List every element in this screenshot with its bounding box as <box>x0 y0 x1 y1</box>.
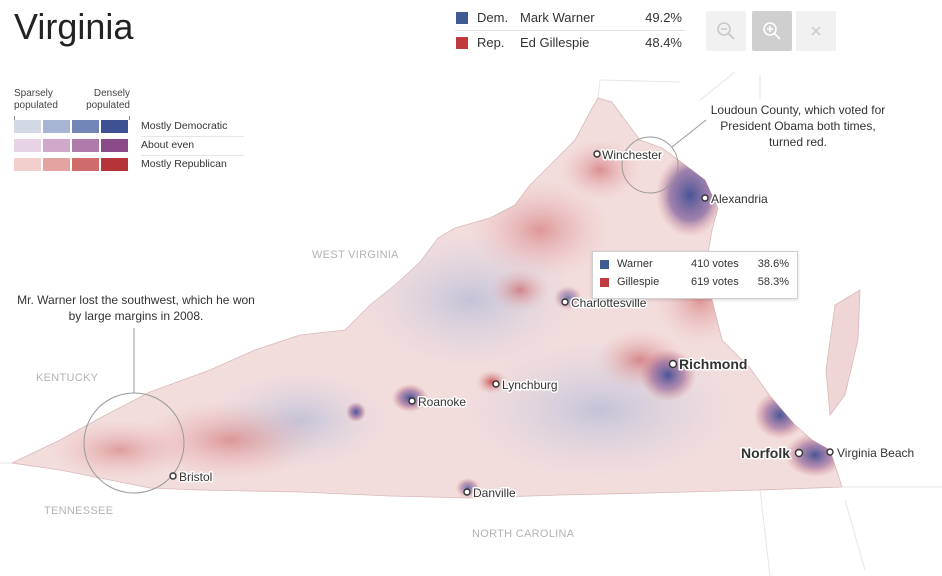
legend-cell <box>101 139 128 152</box>
legend-label: Mostly Republican <box>141 158 227 170</box>
legend-header: Sparsely populated Densely populated <box>14 88 130 120</box>
tooltip-swatch <box>600 278 609 287</box>
precinct-tooltip: Warner 410 votes 38.6% Gillespie 619 vot… <box>592 251 798 299</box>
virginia-precinct-map[interactable]: WEST VIRGINIA KENTUCKY TENNESSEE NORTH C… <box>0 60 942 576</box>
close-icon <box>811 26 821 36</box>
legend-dense-label: Densely populated <box>86 88 130 111</box>
party-label: Rep. <box>477 35 505 50</box>
tooltip-votes: 410 votes <box>691 258 739 270</box>
city-label-richmond: Richmond <box>679 356 747 372</box>
zoom-in-icon <box>763 22 781 40</box>
tooltip-votes: 619 votes <box>691 276 739 288</box>
legend-cell <box>72 120 99 133</box>
legend-cell <box>14 139 41 152</box>
city-label-roanoke: Roanoke <box>418 395 466 409</box>
zoom-in-button[interactable] <box>752 11 792 51</box>
tooltip-swatch <box>600 260 609 269</box>
zoom-out-icon <box>717 22 735 40</box>
legend-label: Mostly Democratic <box>141 120 228 132</box>
party-label: Dem. <box>477 10 509 25</box>
dem-color-swatch <box>456 12 468 24</box>
state-label-kentucky: KENTUCKY <box>36 372 99 384</box>
legend-row-democratic: Mostly Democratic <box>14 118 244 137</box>
state-label-west-virginia: WEST VIRGINIA <box>312 249 399 261</box>
legend-cell <box>72 139 99 152</box>
city-label-winchester: Winchester <box>602 148 662 162</box>
state-label-north-carolina: NORTH CAROLINA <box>472 528 575 540</box>
eastern-shore-shape <box>825 289 861 417</box>
legend-cell <box>43 139 70 152</box>
rep-color-swatch <box>456 37 468 49</box>
city-label-norfolk: Norfolk <box>741 445 790 461</box>
loudoun-leader-line <box>671 119 707 148</box>
legend-cell <box>72 158 99 171</box>
legend-row-even: About even <box>14 137 244 156</box>
candidate-percent: 49.2% <box>645 10 682 25</box>
tooltip-row-warner: Warner 410 votes 38.6% <box>593 256 797 274</box>
city-markers <box>169 150 834 496</box>
city-label-bristol: Bristol <box>179 470 212 484</box>
candidate-name: Ed Gillespie <box>520 35 590 50</box>
results-table: Dem. Mark Warner 49.2% Rep. Ed Gillespie… <box>455 6 685 55</box>
city-label-virginia-beach: Virginia Beach <box>837 446 914 460</box>
loudoun-highlight-circle <box>621 136 679 194</box>
map-legend: Sparsely populated Densely populated Mos… <box>14 88 244 175</box>
legend-cell <box>14 158 41 171</box>
state-label-tennessee: TENNESSEE <box>44 505 113 517</box>
legend-cell <box>43 120 70 133</box>
legend-label: About even <box>141 139 195 151</box>
close-button[interactable] <box>796 11 836 51</box>
legend-cell <box>43 158 70 171</box>
legend-cell <box>101 120 128 133</box>
page-title: Virginia <box>14 6 134 47</box>
zoom-out-button[interactable] <box>706 11 746 51</box>
result-row-rep: Rep. Ed Gillespie 48.4% <box>455 31 685 55</box>
tooltip-percent: 38.6% <box>757 258 789 270</box>
state-borders <box>0 71 942 576</box>
tooltip-row-gillespie: Gillespie 619 votes 58.3% <box>593 274 797 292</box>
tooltip-candidate: Warner <box>617 258 653 270</box>
candidate-percent: 48.4% <box>645 35 682 50</box>
loudoun-annotation: Loudoun County, which voted for Presiden… <box>710 103 886 149</box>
legend-cell <box>101 158 128 171</box>
city-label-danville: Danville <box>473 486 516 500</box>
tooltip-candidate: Gillespie <box>617 276 660 288</box>
candidate-name: Mark Warner <box>520 10 595 25</box>
city-label-alexandria: Alexandria <box>711 192 768 206</box>
tooltip-percent: 58.3% <box>757 276 789 288</box>
legend-cell <box>14 120 41 133</box>
result-row-dem: Dem. Mark Warner 49.2% <box>455 6 685 31</box>
legend-sparse-label: Sparsely populated <box>14 88 58 111</box>
city-label-lynchburg: Lynchburg <box>502 378 558 392</box>
southwest-annotation: Mr. Warner lost the southwest, which he … <box>17 293 255 323</box>
legend-ticks <box>14 116 130 120</box>
legend-row-republican: Mostly Republican <box>14 156 244 175</box>
